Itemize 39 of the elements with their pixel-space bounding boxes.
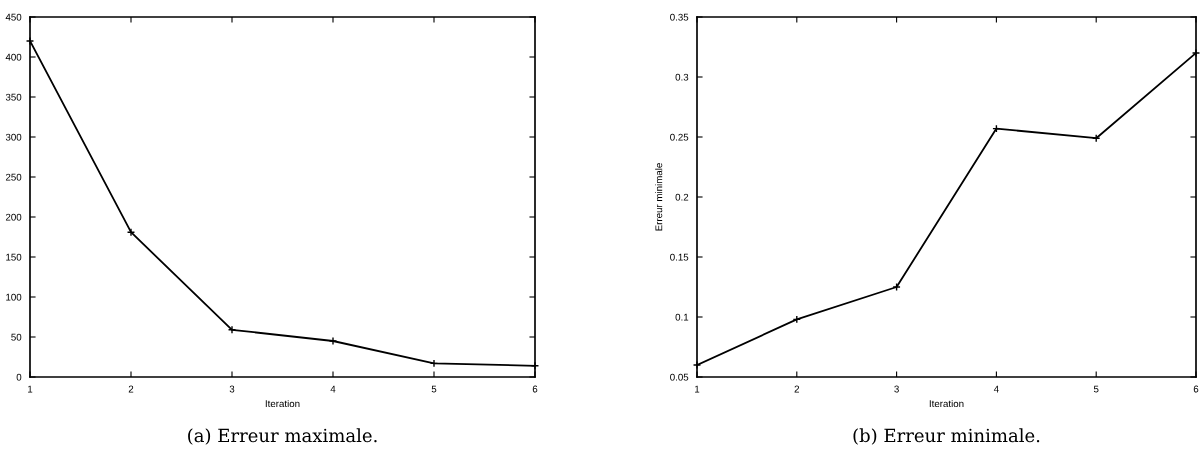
y-tick-label: 350 <box>5 93 22 101</box>
x-tick-label: 6 <box>532 385 538 393</box>
y-tick-label: 200 <box>5 213 22 221</box>
x-tick-label: 6 <box>1193 385 1199 393</box>
y-tick-label: 50 <box>11 333 22 341</box>
point <box>227 325 237 334</box>
x-tick-label: 3 <box>229 385 235 393</box>
y-tick-label: 0.1 <box>675 313 689 321</box>
text: (a) Erreur maximale. <box>188 428 377 445</box>
y-tick-label: 150 <box>6 253 22 261</box>
x-tick-label: 3 <box>894 385 899 393</box>
y-tick-label: 100 <box>6 293 22 301</box>
x-tick-label: 1 <box>695 385 700 393</box>
y-tick-label: 0.2 <box>675 193 689 201</box>
y-tick-label: 400 <box>5 53 22 61</box>
x-tick-label: 5 <box>1093 385 1099 393</box>
y-tick-label: 250 <box>5 173 22 181</box>
y-tick-label: 0.3 <box>675 73 689 81</box>
x-tick-label: 2 <box>128 385 134 393</box>
y-axis-title: Erreur minimale <box>655 163 663 231</box>
y-tick-label: 0.15 <box>670 253 689 261</box>
y-tick-label: 0.05 <box>670 373 689 381</box>
y-tick-label: 0.35 <box>670 13 689 21</box>
point <box>328 336 338 346</box>
y-tick-label: 300 <box>5 133 22 141</box>
text: (b) Erreur minimale. <box>853 428 1040 445</box>
x-axis-title: Iteration <box>929 399 964 408</box>
point <box>892 282 901 292</box>
x-tick-label: 2 <box>794 385 800 393</box>
x-axis-title: Iteration <box>265 399 300 408</box>
point <box>126 228 136 237</box>
y-tick-label: 0.25 <box>670 133 689 141</box>
point <box>429 359 439 368</box>
x-tick-label: 5 <box>431 385 437 393</box>
x-tick-label: 1 <box>28 385 33 393</box>
x-tick-label: 4 <box>993 385 999 393</box>
x-tick-label: 4 <box>330 385 336 393</box>
y-tick-label: 450 <box>5 13 22 21</box>
y-tick-label: 0 <box>16 373 22 381</box>
